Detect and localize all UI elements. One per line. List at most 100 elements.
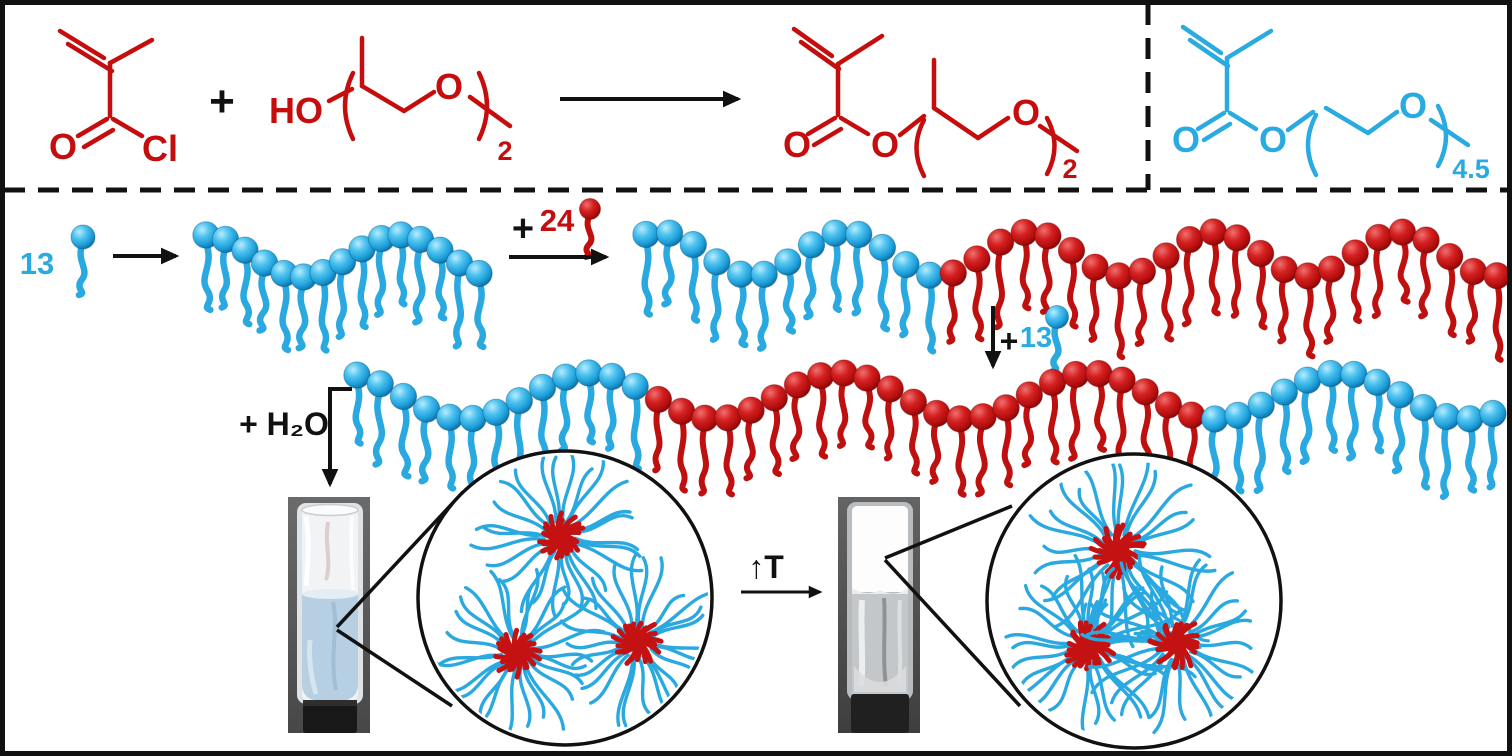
polymer-bead (1294, 262, 1322, 290)
micelle-arm (1101, 590, 1169, 639)
micelle-arm (1175, 658, 1187, 721)
path-graphic (805, 115, 838, 137)
polymer-tail (789, 389, 803, 463)
polymer-tail (899, 269, 911, 339)
polymer-tail (256, 267, 270, 334)
polymer-bead (1038, 368, 1067, 397)
polymer-bead (552, 363, 580, 391)
polymer-bead (992, 394, 1020, 422)
glass-highlight (303, 515, 311, 587)
polymer-bead (598, 362, 626, 391)
polymer-bead (737, 396, 765, 424)
polymer-tail (883, 394, 895, 462)
repeat-subscript: 2 (497, 136, 512, 166)
micelle-arm (1073, 553, 1088, 631)
polymer-bead (922, 399, 951, 428)
polymer-tail (1067, 255, 1079, 330)
path-graphic (1201, 121, 1233, 143)
monomer-bead (1045, 305, 1069, 329)
micelle-arm (1128, 483, 1193, 541)
micelle-arm (540, 456, 558, 524)
blue-monomer-unimer-2 (1045, 305, 1069, 375)
polymer-tail (1001, 412, 1014, 489)
glass-streak (897, 599, 903, 685)
micelle-arm (528, 660, 575, 701)
polymer-bead (1247, 391, 1275, 419)
micelle-arm (1133, 553, 1217, 573)
polymer-bead (1177, 401, 1206, 429)
polymer-bead (412, 395, 441, 423)
polymer-tail (452, 267, 465, 350)
micelle-arm (1133, 548, 1212, 559)
micelle-arm (519, 568, 540, 640)
polymer-tail (335, 266, 348, 341)
micelle-core-stroke (1104, 552, 1121, 575)
path-graphic (975, 115, 1011, 141)
polymer-tail (1350, 257, 1363, 325)
polymer-bead (436, 403, 464, 431)
polymer-tail (735, 278, 749, 349)
polymer-bead (774, 248, 802, 276)
micelle-arm (478, 664, 510, 717)
monomer-bead (579, 198, 601, 220)
polymer-tail (201, 239, 214, 314)
polymer-tail (972, 264, 985, 343)
gel-micelle-network (1004, 462, 1260, 740)
micelle-arm (1090, 567, 1115, 631)
triblock-chain (343, 359, 1507, 502)
polymer-bead (899, 388, 928, 416)
path-graphic (57, 28, 107, 61)
polymer-bead (963, 245, 991, 273)
polymer-bead (703, 248, 731, 276)
micelle-arm (1004, 633, 1073, 646)
path-graphic (359, 83, 407, 114)
polymer-tail (1253, 409, 1266, 494)
polymer-tail (1114, 280, 1126, 361)
polymer-bead (1199, 218, 1228, 246)
micelle-arm (529, 657, 584, 686)
polymer-tail (396, 239, 408, 308)
micelle-core-stroke (1177, 639, 1200, 650)
path-graphic (791, 26, 835, 59)
micelle-arm (1191, 640, 1253, 650)
polymer-bead (1105, 262, 1133, 290)
micelle-arm (612, 561, 634, 629)
micelle-arm (569, 546, 608, 593)
polymer-bead (853, 364, 881, 392)
polymer-bead (1412, 226, 1440, 254)
polymer-bead (1201, 405, 1229, 433)
polymer-bead (1057, 236, 1086, 265)
polymer-bead (1034, 222, 1062, 250)
repeat-subscript: 4.5 (1452, 154, 1490, 184)
atom-label-O-ester: O (1259, 119, 1287, 160)
micelle-arm (1010, 647, 1073, 670)
polymer-tail (1256, 258, 1268, 331)
vial-cap (303, 700, 357, 733)
micelle-arm (640, 556, 664, 629)
polymer-bead (916, 261, 944, 289)
micelle-arm (573, 514, 634, 534)
polymer-bead (969, 403, 997, 431)
liquid-streak (331, 601, 338, 691)
micelle-arm (573, 538, 642, 558)
atom-label-O-carbonyl: O (783, 124, 811, 165)
path-graphic (1428, 117, 1471, 148)
micelle-arm (572, 542, 644, 573)
polymer-tail (955, 423, 967, 498)
micelle-arm (499, 479, 551, 528)
path-graphic (110, 116, 145, 139)
micelle-arm (497, 578, 517, 640)
polymer-tail (929, 418, 942, 485)
polymer-tail (1161, 261, 1175, 343)
micelle-arm (563, 550, 585, 608)
polymer-bead (1223, 224, 1251, 252)
micelle-arm (531, 550, 557, 605)
polymer-bead (845, 220, 873, 249)
glass-streak (882, 597, 888, 687)
polymer-tail (435, 254, 448, 322)
repeat-subscript: 2 (1062, 154, 1077, 184)
polymer-tail (1048, 387, 1060, 466)
path-graphic (467, 94, 513, 129)
glass-reflection (324, 521, 331, 581)
